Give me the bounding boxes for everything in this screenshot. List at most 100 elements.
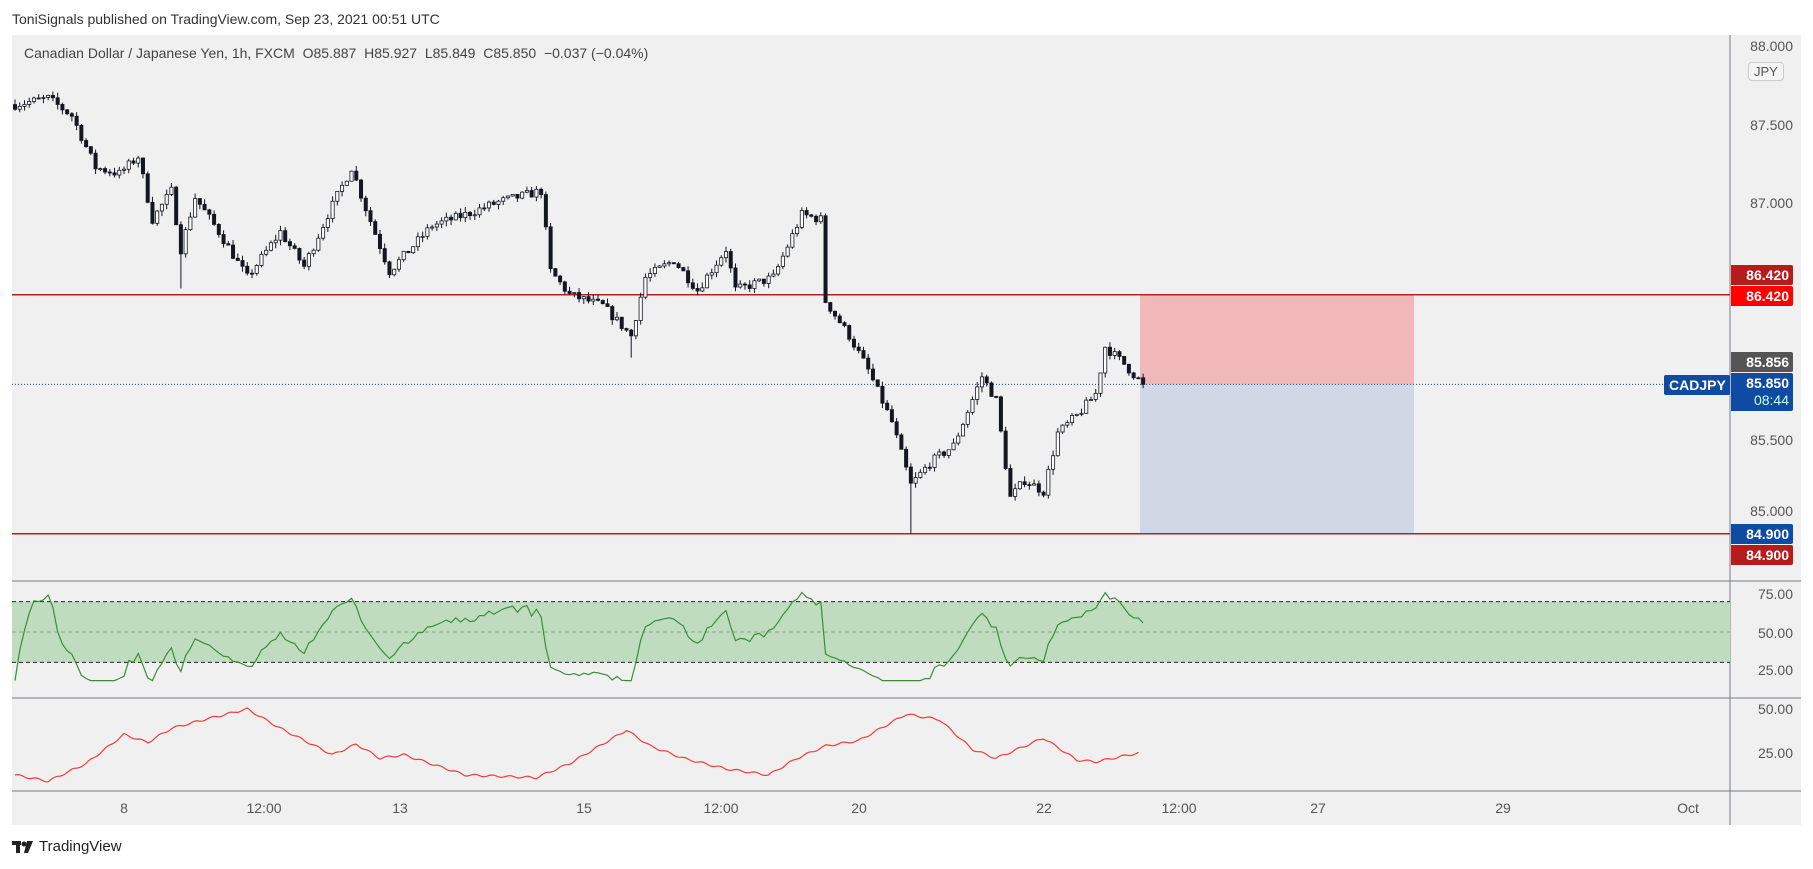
candle-body — [207, 209, 212, 215]
currency-button[interactable]: JPY — [1748, 62, 1784, 81]
candle-body — [979, 376, 984, 388]
chart-frame[interactable] — [12, 35, 1801, 825]
candle-body — [894, 421, 899, 436]
prev-price-tag: 85.856 — [1731, 352, 1793, 372]
candle-body — [88, 146, 93, 154]
candle-body — [657, 265, 662, 268]
time-label: 22 — [1036, 800, 1052, 816]
candle-body — [316, 237, 321, 251]
time-label: 12:00 — [703, 800, 739, 816]
candle-body — [633, 320, 638, 337]
candle-body — [543, 194, 548, 228]
last-price-tag: 85.850 08:44 — [1731, 373, 1793, 411]
ohlc-open: O85.887 — [302, 45, 357, 61]
tradingview-logo[interactable]: TradingView — [12, 838, 122, 855]
candle-body — [501, 197, 506, 202]
candle-body — [131, 160, 136, 164]
candle-body — [1107, 346, 1112, 356]
candle-body — [904, 448, 909, 468]
candle-body — [809, 214, 814, 217]
last-price: 85.850 — [1746, 375, 1789, 391]
candle-body — [761, 278, 766, 284]
candle-body — [155, 210, 160, 224]
candle-body — [577, 292, 582, 300]
symbol-name: Canadian Dollar / Japanese Yen, 1h, FXCM — [24, 45, 295, 61]
candle-body — [1060, 424, 1065, 433]
candle-body — [1074, 413, 1079, 416]
price-tick: 85.500 — [1750, 432, 1793, 448]
price-tick: 87.500 — [1750, 117, 1793, 133]
candle-body — [444, 216, 449, 222]
candle-body — [330, 200, 335, 220]
candle-body — [596, 298, 601, 301]
candle-body — [695, 287, 700, 292]
candle-body — [468, 211, 473, 216]
candle-body — [648, 273, 653, 278]
candle-body — [373, 221, 378, 235]
candle-body — [221, 234, 226, 245]
candle-body — [814, 215, 819, 223]
candle-body — [1126, 363, 1131, 374]
candle-body — [752, 280, 757, 289]
candle-body — [193, 198, 198, 218]
candle-body — [804, 210, 809, 216]
candle-body — [41, 97, 46, 99]
candle-body — [1088, 399, 1093, 401]
candle-body — [989, 382, 994, 397]
candle-body — [795, 226, 800, 235]
symbol-legend: Canadian Dollar / Japanese Yen, 1h, FXCM… — [24, 45, 648, 61]
price-tick: 85.000 — [1750, 503, 1793, 519]
candle-body — [785, 246, 790, 257]
candle-body — [491, 201, 496, 205]
candle-body — [411, 246, 416, 254]
candle-body — [823, 215, 828, 303]
candle-body — [1084, 399, 1089, 414]
candle-body — [505, 195, 510, 199]
candle-body — [107, 171, 112, 174]
candle-body — [747, 284, 752, 289]
candle-body — [937, 451, 942, 456]
price-tick: 88.000 — [1750, 38, 1793, 54]
candle-body — [586, 296, 591, 302]
candle-body — [183, 229, 188, 255]
candle-body — [65, 109, 70, 115]
candle-body — [259, 253, 264, 266]
candle-body — [889, 409, 894, 423]
candle-body — [415, 236, 420, 248]
candle-body — [738, 283, 743, 288]
candle-body — [548, 226, 553, 269]
candle-body — [1032, 483, 1037, 486]
candle-body — [302, 259, 307, 267]
time-label: 8 — [120, 800, 128, 816]
candle-body — [434, 223, 439, 228]
candle-body — [1136, 377, 1141, 380]
candle-body — [311, 249, 316, 255]
candle-body — [766, 275, 771, 284]
candle-body — [122, 168, 127, 171]
candle-body — [624, 328, 629, 331]
lower-indicator-line — [14, 707, 1139, 783]
candle-body — [686, 270, 691, 284]
candle-body — [103, 168, 108, 173]
candle-body — [927, 466, 932, 469]
candle-body — [1022, 481, 1027, 486]
support-tag: 84.900 — [1731, 545, 1793, 565]
candle-body — [27, 101, 32, 105]
candle-body — [1103, 346, 1108, 374]
bar-countdown: 08:44 — [1753, 392, 1789, 408]
candle-body — [733, 267, 738, 288]
candle-body — [117, 169, 122, 176]
candle-body — [1117, 351, 1122, 357]
candle-body — [482, 207, 487, 210]
candle-body — [264, 249, 269, 255]
candle-body — [1131, 372, 1136, 379]
candle-body — [870, 368, 875, 381]
candle-body — [619, 316, 624, 329]
ohlc-low: L85.849 — [424, 45, 476, 61]
candle-body — [866, 357, 871, 370]
candle-body — [425, 227, 430, 237]
candle-body — [297, 248, 302, 261]
candle-body — [780, 255, 785, 267]
candle-body — [174, 186, 179, 226]
